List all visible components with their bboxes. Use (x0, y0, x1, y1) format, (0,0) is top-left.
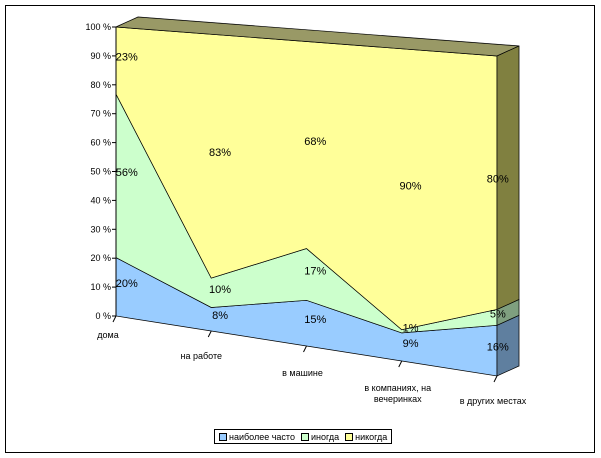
data-label: 10% (209, 284, 231, 296)
data-label: 9% (403, 338, 419, 350)
legend: наиболее часто иногда никогда (214, 429, 393, 444)
x-axis: дома на работе в машине в компаниях, на вече… (97, 315, 527, 406)
y-tick-label: 100 % (85, 22, 111, 32)
x-tick (207, 330, 212, 338)
legend-swatch (219, 432, 227, 441)
legend-item: иногда (300, 431, 340, 442)
x-tick (303, 345, 307, 353)
y-tick-label: 20 % (90, 253, 111, 263)
data-label: 16% (487, 342, 509, 354)
x-tick-label: на работе (181, 351, 222, 361)
data-label: 23% (116, 52, 138, 64)
y-tick-label: 80 % (90, 80, 111, 90)
y-tick-label: 30 % (90, 224, 111, 234)
y-tick-label: 10 % (90, 282, 111, 292)
x-tick-label: в других местах (460, 396, 527, 406)
x-tick-label: дома (97, 330, 118, 340)
y-tick-label: 40 % (90, 195, 111, 205)
y-tick-label: 70 % (90, 109, 111, 119)
data-label: 17% (304, 265, 326, 277)
data-label: 5% (490, 308, 506, 320)
legend-item: никогда (345, 432, 387, 442)
legend-swatch (300, 432, 309, 441)
areas (115, 16, 520, 377)
x-tick (493, 375, 498, 383)
legend-label: наиболее часто (229, 431, 295, 442)
y-tick-label: 60 % (90, 138, 111, 148)
y-axis: 0 % 10 % 20 % 30 % 40 % 50 % 60 % 70 % 80 % 90 % 1… (85, 22, 117, 321)
side-face-3 (496, 45, 520, 311)
y-tick-label: 90 % (90, 51, 111, 61)
data-label: 90% (400, 180, 422, 192)
x-tick (398, 360, 403, 368)
data-labels: 20% 8% 15% 9% 16% 56% 10% 17% 1% 5% 23% 83% 68% 90% 80… (116, 52, 509, 354)
data-label: 80% (487, 174, 509, 186)
data-label: 8% (212, 310, 228, 322)
x-tick-label: в машине (282, 368, 323, 378)
legend-swatch (345, 432, 354, 441)
data-label: 1% (403, 322, 419, 334)
data-label: 68% (304, 136, 326, 148)
legend-label: никогда (355, 431, 388, 442)
data-label: 20% (116, 278, 138, 290)
y-tick-label: 0 % (95, 311, 111, 321)
data-label: 83% (209, 147, 231, 159)
legend-item: наиболее часто (219, 432, 295, 442)
data-label: 15% (304, 314, 326, 326)
legend-label: иногда (310, 431, 340, 442)
y-tick-label: 50 % (90, 167, 111, 177)
x-tick-label: в компаниях, на вечеринках (364, 383, 431, 404)
data-label: 56% (116, 167, 138, 179)
x-tick (112, 315, 117, 323)
